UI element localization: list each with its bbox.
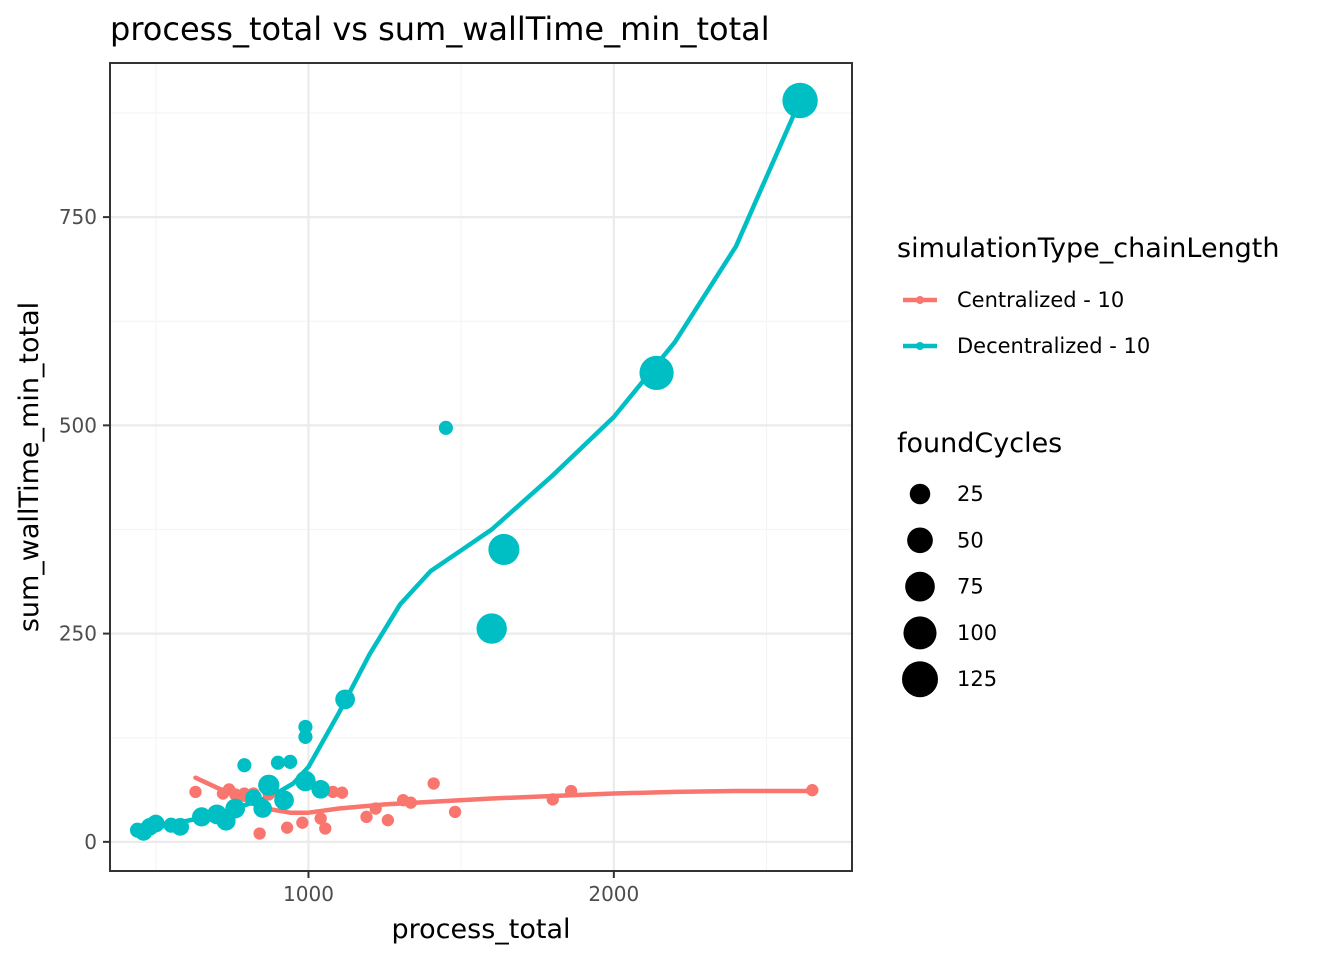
data-point-centralized-10 [229,788,242,801]
data-point-decentralized-10 [311,780,331,799]
x-axis-title: process_total [392,914,571,945]
data-point-centralized-10 [427,777,440,790]
y-tick-label: 0 [84,830,97,854]
data-point-decentralized-10 [335,689,355,710]
data-point-centralized-10 [253,827,266,840]
color-legend: simulationType_chainLength Centralized -… [897,233,1280,358]
grid-minor [110,63,852,871]
data-point-decentralized-10 [237,758,252,773]
data-point-centralized-10 [404,796,417,809]
size-legend-title: foundCycles [897,428,1062,459]
data-point-decentralized-10 [298,719,313,734]
panel-background [110,63,852,871]
data-point-decentralized-10 [476,613,507,644]
size-legend-dot [907,527,933,554]
data-point-centralized-10 [319,822,332,835]
data-points [129,82,819,841]
data-point-decentralized-10 [171,818,190,836]
data-point-centralized-10 [448,805,462,819]
x-tick-label: 1000 [283,882,334,906]
size-legend-dot [905,571,935,602]
plot-panel [109,62,853,872]
y-axis: 0 250 500 750 [59,205,110,854]
color-legend-label: Decentralized - 10 [957,334,1150,358]
size-legend-label: 75 [957,575,984,599]
data-point-centralized-10 [546,793,559,806]
data-point-centralized-10 [806,784,819,797]
data-point-decentralized-10 [253,799,272,818]
chart-title: process_total vs sum_wallTime_min_total [110,10,770,48]
data-point-centralized-10 [369,802,382,815]
data-point-decentralized-10 [283,754,298,769]
color-legend-dot [916,342,924,350]
data-point-decentralized-10 [274,790,294,811]
data-point-decentralized-10 [488,533,520,566]
data-point-decentralized-10 [298,729,313,744]
data-point-centralized-10 [564,784,578,798]
color-legend-label: Centralized - 10 [957,288,1124,312]
x-axis: 1000 2000 [283,871,639,906]
y-tick-label: 500 [59,413,97,437]
data-point-centralized-10 [314,812,327,825]
y-tick-label: 250 [59,622,97,646]
y-tick-label: 750 [59,205,97,229]
size-legend-label: 50 [957,528,984,552]
size-legend-label: 25 [957,482,984,506]
size-legend-dot [903,616,937,650]
data-point-centralized-10 [335,786,349,799]
data-point-centralized-10 [360,810,373,824]
color-legend-title: simulationType_chainLength [897,233,1280,264]
data-point-decentralized-10 [258,774,280,796]
size-legend-label: 125 [957,667,997,691]
data-point-decentralized-10 [270,755,286,770]
data-point-centralized-10 [381,814,395,827]
size-legend: foundCycles 25 50 75 100 125 [897,428,1062,698]
color-legend-dot [916,296,924,304]
y-axis-title: sum_wallTime_min_total [14,302,45,632]
size-legend-dot [909,483,931,505]
grid-major [110,63,852,871]
size-legend-dot [902,661,938,698]
data-point-decentralized-10 [438,420,453,435]
data-point-decentralized-10 [782,82,818,119]
data-point-decentralized-10 [295,770,316,792]
data-point-decentralized-10 [192,807,212,827]
data-point-centralized-10 [189,785,202,799]
data-point-decentralized-10 [225,798,246,819]
data-point-centralized-10 [280,821,294,834]
data-point-decentralized-10 [639,355,674,391]
data-point-decentralized-10 [146,814,165,833]
x-tick-label: 2000 [588,882,639,906]
panel-border [109,62,853,872]
size-legend-label: 100 [957,621,997,645]
data-point-centralized-10 [296,816,309,829]
